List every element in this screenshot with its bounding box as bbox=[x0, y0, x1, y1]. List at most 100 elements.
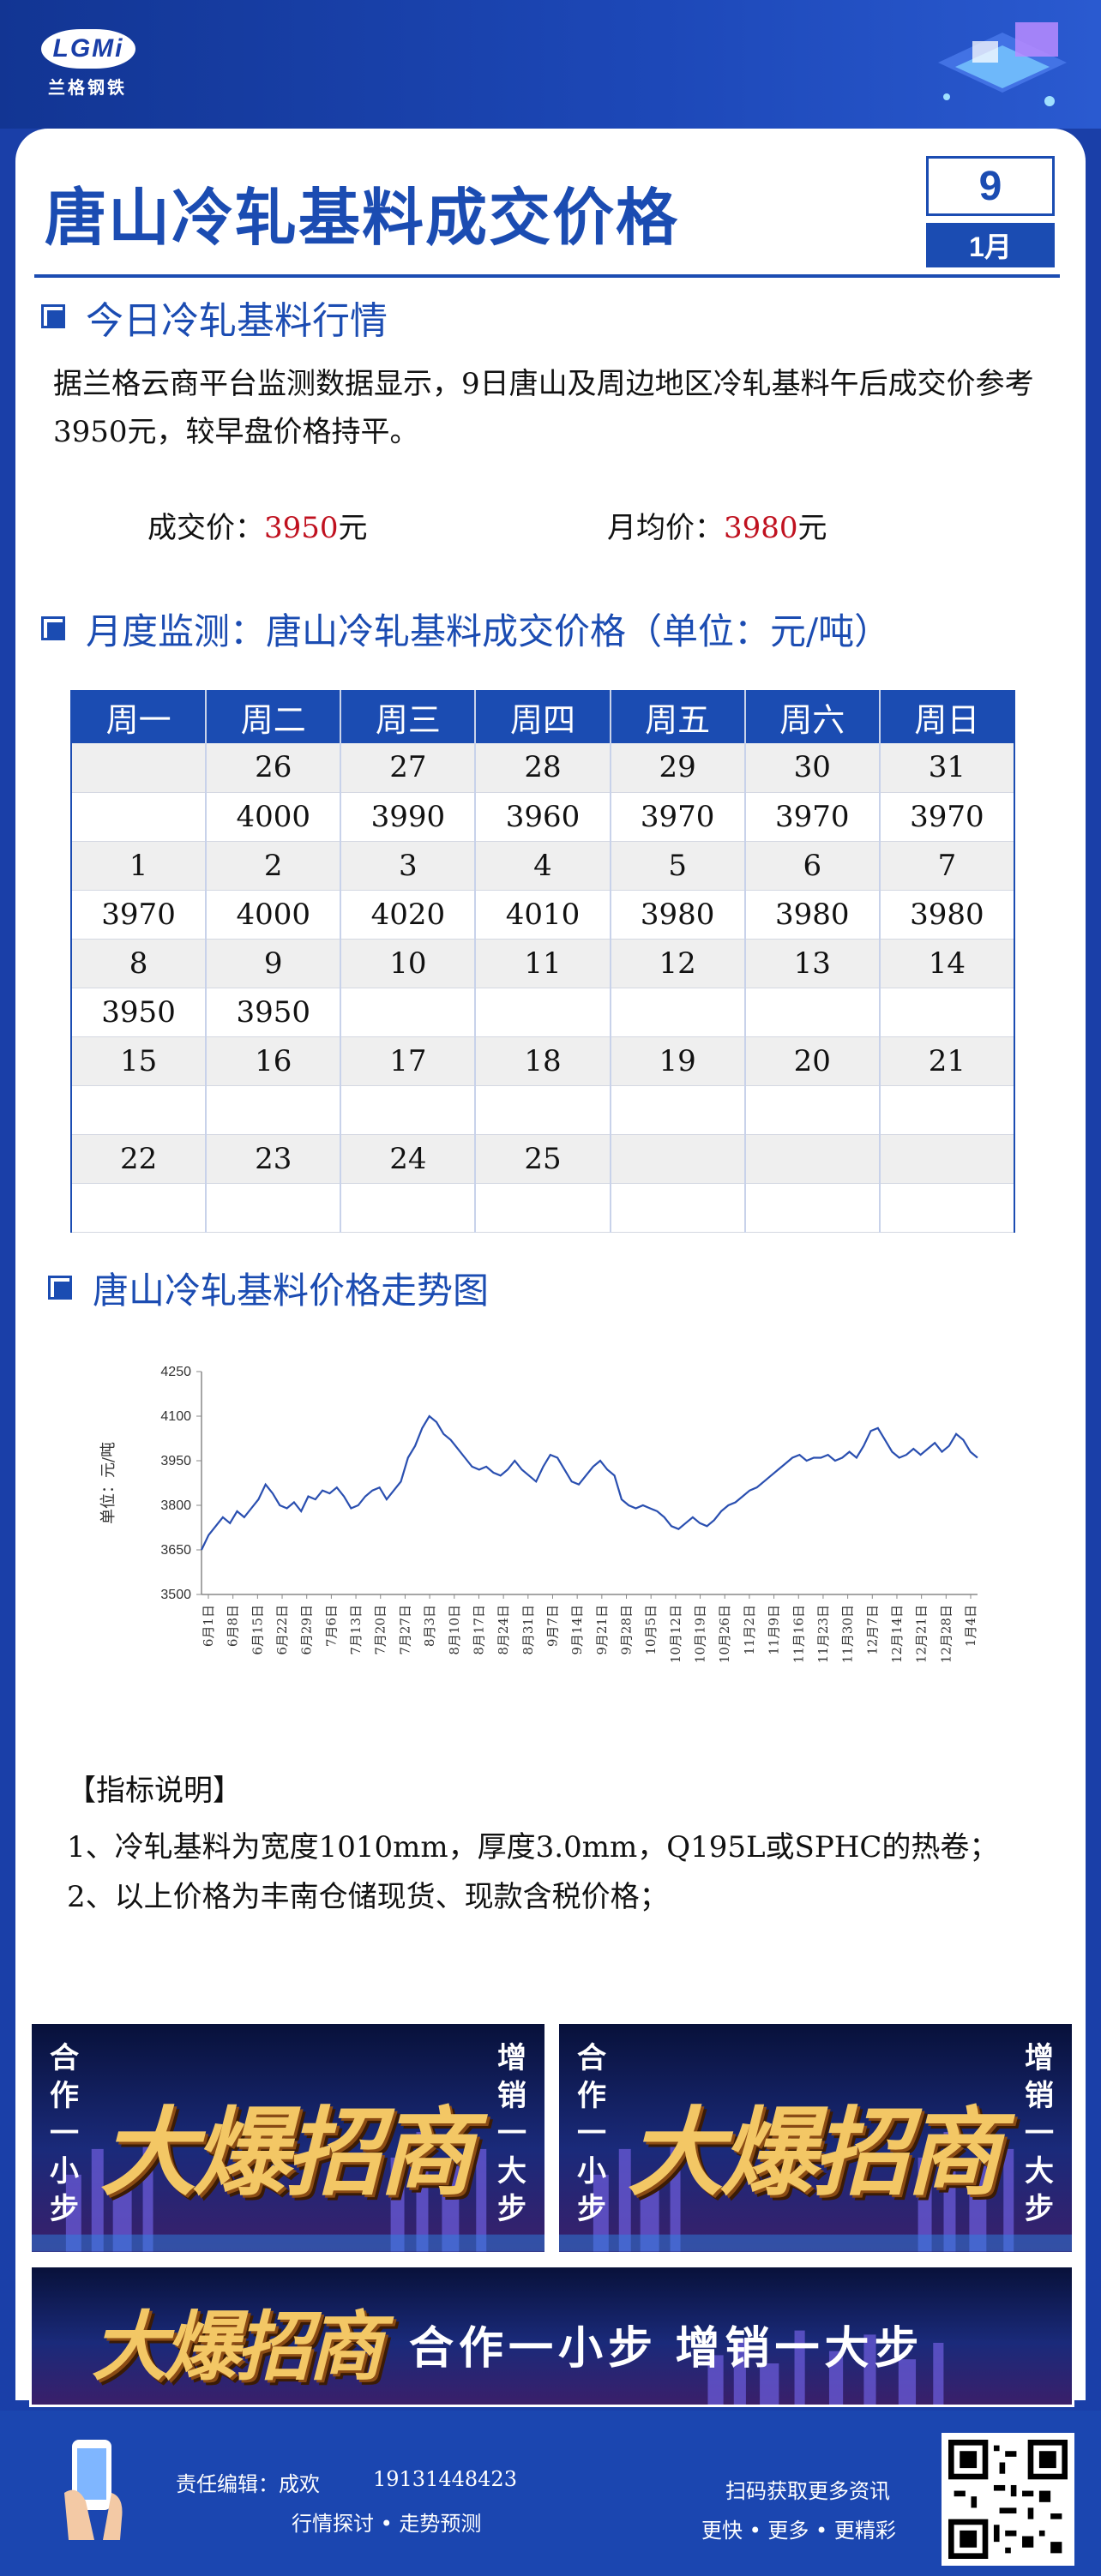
x-tick-label: 10月12日 bbox=[668, 1605, 683, 1663]
calendar-price-cell: 3950 bbox=[205, 988, 341, 1037]
calendar-price-cell: 3970 bbox=[743, 792, 880, 842]
calendar-price-row bbox=[69, 1183, 1016, 1233]
trend-chart-svg: 3500 3650 3800 3950 4100 4250 6月1日 6月8日 6月15日 6月2… bbox=[99, 1365, 978, 1663]
city-skyline-graphic bbox=[32, 2132, 544, 2252]
calendar-date-cell: 10 bbox=[340, 939, 476, 988]
calendar-date-cell: 13 bbox=[743, 939, 880, 988]
x-tick-label: 6月15日 bbox=[250, 1605, 265, 1655]
calendar-price-cell bbox=[340, 988, 476, 1037]
calendar-date-row: 8 9 10 11 12 13 14 bbox=[69, 939, 1016, 988]
promo-banner-right[interactable]: 合作一小步 增销一大步 大爆招商 bbox=[557, 2021, 1074, 2255]
calendar-price-cell bbox=[69, 792, 207, 842]
calendar-price-cell bbox=[474, 1183, 611, 1233]
x-tick-label: 10月5日 bbox=[643, 1605, 659, 1655]
price-calendar: 周一 周二 周三 周四 周五 周六 周日 26 27 28 29 30 31 4000 3990 3960 3… bbox=[69, 690, 1016, 1233]
calendar-price-cell: 3970 bbox=[609, 792, 745, 842]
scan-text: 扫码获取更多资讯 bbox=[725, 2479, 890, 2503]
calendar-price-cell: 4010 bbox=[474, 890, 611, 940]
calendar-price-cell bbox=[609, 1085, 745, 1135]
calendar-price-row: 4000 3990 3960 3970 3970 3970 bbox=[69, 792, 1016, 842]
calendar-date-cell: 3 bbox=[340, 841, 476, 891]
promo-banner-wide[interactable]: 大爆招商 合作一小步 增销一大步 bbox=[29, 2265, 1074, 2407]
x-tick-label: 6月8日 bbox=[226, 1605, 241, 1647]
calendar-date-cell: 30 bbox=[743, 743, 880, 793]
qr-code-icon bbox=[948, 2440, 1068, 2559]
note-line-1: 1、冷轧基料为宽度1010mm，厚度3.0mm，Q195L或SPHC的热卷； bbox=[67, 1830, 999, 1864]
price-series-line bbox=[201, 1414, 978, 1551]
calendar-price-row: 3950 3950 bbox=[69, 988, 1016, 1037]
calendar-date-cell: 16 bbox=[205, 1036, 341, 1086]
calendar-price-cell bbox=[743, 1183, 880, 1233]
calendar-date-cell: 11 bbox=[474, 939, 611, 988]
calendar-price-cell bbox=[743, 1085, 880, 1135]
calendar-price-cell bbox=[340, 1183, 476, 1233]
page-title: 唐山冷轧基料成交价格 bbox=[45, 181, 680, 254]
calendar-date-cell: 15 bbox=[69, 1036, 207, 1086]
footer bbox=[0, 2411, 1101, 2576]
deal-price-label: 成交价： bbox=[147, 511, 264, 545]
y-tick-label: 3800 bbox=[160, 1498, 191, 1513]
calendar-date-cell: 20 bbox=[743, 1036, 880, 1086]
calendar-date-cell: 31 bbox=[878, 743, 1016, 793]
market-summary: 据兰格云商平台监测数据显示，9日唐山及周边地区冷轧基料午后成交价参考3950元，… bbox=[53, 367, 1034, 449]
x-tick-label: 8月24日 bbox=[496, 1605, 511, 1655]
side-text-left: 合作一小步 bbox=[50, 2042, 79, 2225]
calendar-price-cell bbox=[340, 1085, 476, 1135]
x-tick-label: 12月7日 bbox=[864, 1605, 880, 1655]
calendar-date-cell bbox=[69, 743, 207, 793]
promo-big-text: 大爆招商 bbox=[100, 2101, 474, 2207]
calendar-date-cell: 25 bbox=[474, 1134, 611, 1184]
calendar-date-cell: 1 bbox=[69, 841, 207, 891]
x-tick-label: 6月22日 bbox=[274, 1605, 290, 1655]
calendar-date-cell: 23 bbox=[205, 1134, 341, 1184]
side-text-right: 增销一大步 bbox=[497, 2042, 526, 2225]
calendar-price-cell: 3960 bbox=[474, 792, 611, 842]
y-axis-label: 单位：元/吨 bbox=[99, 1442, 117, 1524]
promo-slogan: 合作一小步 增销一大步 bbox=[409, 2324, 924, 2374]
calendar-date-cell bbox=[743, 1134, 880, 1184]
qr-code[interactable] bbox=[942, 2433, 1074, 2566]
calendar-date-cell: 2 bbox=[205, 841, 341, 891]
calendar-price-cell: 4020 bbox=[340, 890, 476, 940]
calendar-price-cell: 3980 bbox=[743, 890, 880, 940]
trend-chart: 3500 3650 3800 3950 4100 4250 6月1日 6月8日 6月15日 6月2… bbox=[94, 1354, 1020, 1697]
more-text: 更快 • 更多 • 更精彩 bbox=[701, 2519, 896, 2543]
y-tick-label: 3650 bbox=[160, 1543, 191, 1558]
weekday-header: 周六 bbox=[743, 690, 880, 743]
calendar-date-cell: 24 bbox=[340, 1134, 476, 1184]
promo-banner-left[interactable]: 合作一小步 增销一大步 大爆招商 bbox=[29, 2021, 547, 2255]
x-tick-label: 10月26日 bbox=[717, 1605, 732, 1663]
x-tick-label: 7月27日 bbox=[397, 1605, 412, 1655]
calendar-price-cell bbox=[69, 1183, 207, 1233]
calendar-date-cell: 19 bbox=[609, 1036, 745, 1086]
section-title: 今日冷轧基料行情 bbox=[86, 299, 388, 343]
x-tick-label: 11月2日 bbox=[742, 1605, 757, 1655]
brand-logo: LGMi 兰格钢铁 bbox=[41, 29, 144, 98]
calendar-date-cell bbox=[609, 1134, 745, 1184]
calendar-price-cell: 3970 bbox=[69, 890, 207, 940]
avg-price-value: 3980 bbox=[724, 511, 798, 545]
notes-heading: 【指标说明】 bbox=[67, 1774, 242, 1808]
monthly-avg-price: 月均价：3980元 bbox=[607, 504, 827, 546]
calendar-price-cell: 3970 bbox=[878, 792, 1016, 842]
avg-price-unit: 元 bbox=[797, 511, 827, 545]
weekday-header: 周五 bbox=[609, 690, 745, 743]
x-tick-label: 12月21日 bbox=[914, 1605, 930, 1663]
calendar-date-cell: 12 bbox=[609, 939, 745, 988]
city-skyline-graphic bbox=[559, 2132, 1072, 2252]
calendar-date-cell: 4 bbox=[474, 841, 611, 891]
section-title: 唐山冷轧基料价格走势图 bbox=[93, 1270, 490, 1312]
x-tick-label: 9月14日 bbox=[569, 1605, 585, 1655]
calendar-price-cell bbox=[878, 1085, 1016, 1135]
x-tick-label: 8月31日 bbox=[520, 1605, 536, 1655]
notes-section: 【指标说明】 1、冷轧基料为宽度1010mm，厚度3.0mm，Q195L或SPH… bbox=[67, 1766, 998, 1922]
x-tick-label: 7月13日 bbox=[348, 1605, 364, 1655]
date-day: 9 bbox=[926, 156, 1055, 216]
calendar-price-cell bbox=[474, 988, 611, 1037]
calendar-price-cell bbox=[743, 988, 880, 1037]
x-tick-label: 12月28日 bbox=[938, 1605, 954, 1663]
calendar-date-cell: 26 bbox=[205, 743, 341, 793]
calendar-price-cell bbox=[205, 1183, 341, 1233]
title-divider bbox=[34, 274, 1060, 278]
